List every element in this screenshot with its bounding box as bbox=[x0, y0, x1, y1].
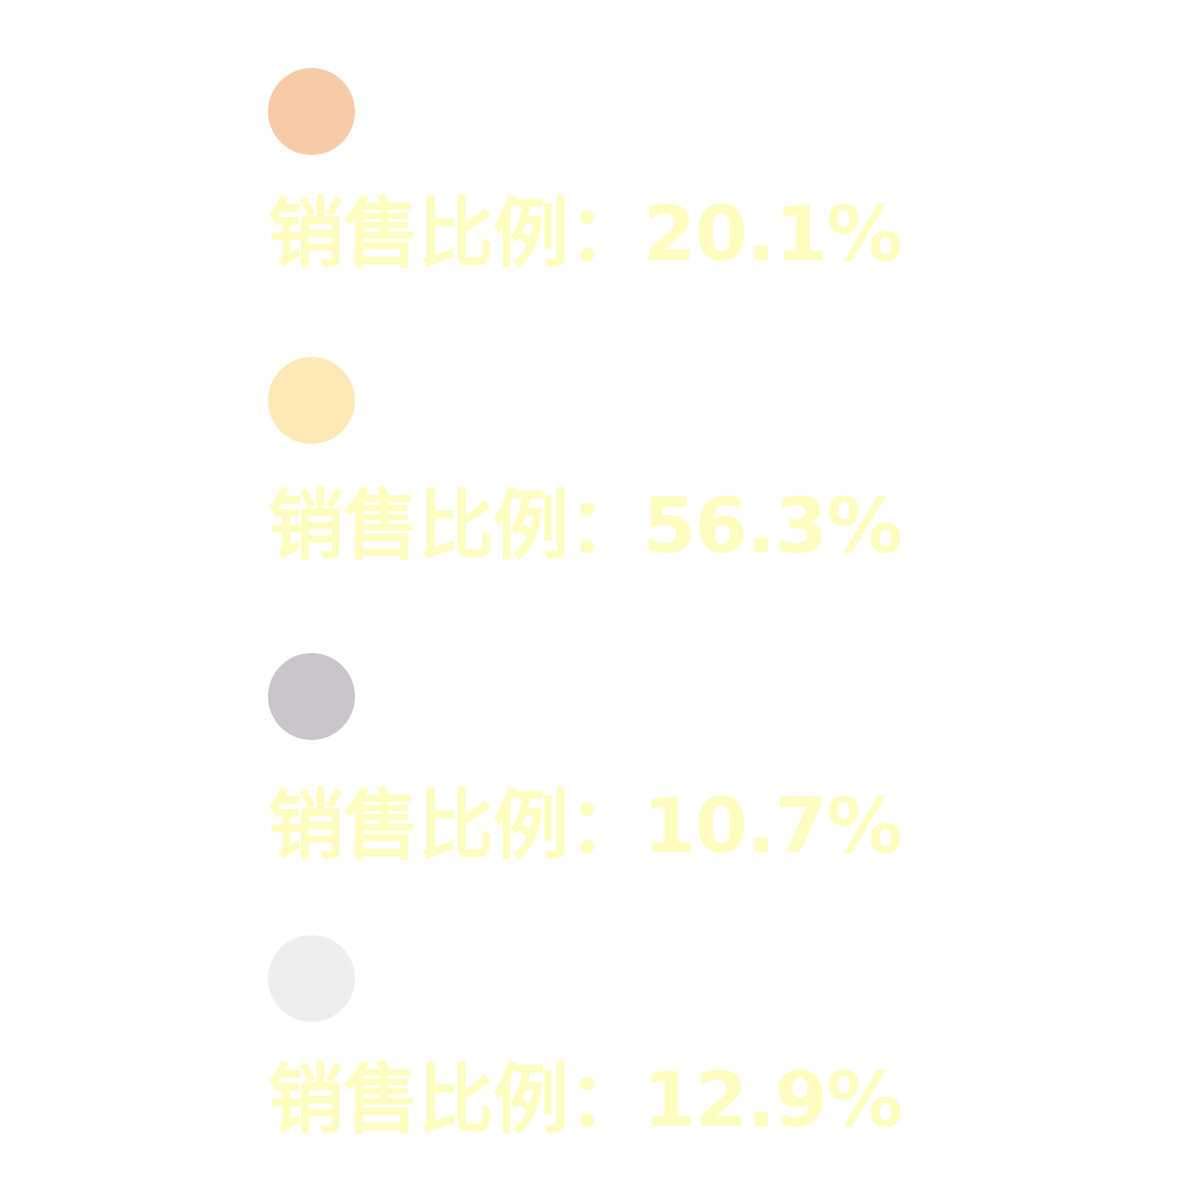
legend-dot-3 bbox=[268, 653, 355, 740]
legend-dot-1 bbox=[268, 68, 355, 155]
legend-label-2: 销售比例：56.3% bbox=[268, 481, 903, 570]
legend-label-1: 销售比例：20.1% bbox=[268, 189, 903, 278]
legend-label-4: 销售比例：12.9% bbox=[268, 1055, 903, 1144]
legend-dot-4 bbox=[268, 935, 355, 1022]
legend-dot-2 bbox=[268, 357, 355, 444]
legend-label-3: 销售比例：10.7% bbox=[268, 781, 903, 870]
